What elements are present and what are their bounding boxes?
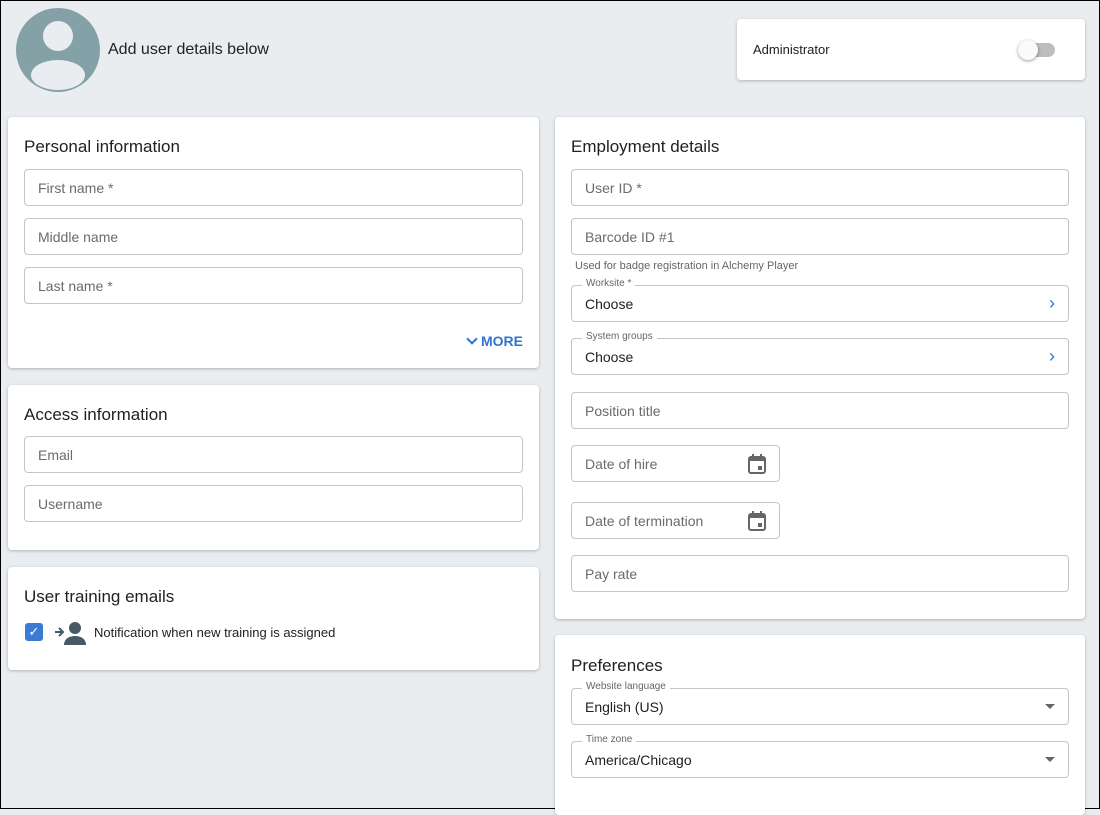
employment-card: Employment details User ID * Barcode ID … bbox=[555, 117, 1085, 619]
chevron-down-icon bbox=[466, 333, 478, 345]
first-name-placeholder: First name * bbox=[38, 179, 114, 196]
timezone-value: America/Chicago bbox=[585, 751, 692, 768]
more-label: MORE bbox=[481, 333, 523, 349]
barcode-field[interactable]: Barcode ID #1 bbox=[571, 218, 1069, 255]
middle-name-field[interactable]: Middle name bbox=[24, 218, 523, 255]
calendar-icon[interactable] bbox=[748, 510, 766, 531]
avatar-body bbox=[31, 60, 85, 90]
language-select[interactable]: Website language English (US) bbox=[571, 681, 1069, 725]
position-field[interactable]: Position title bbox=[571, 392, 1069, 429]
groups-value: Choose bbox=[585, 348, 634, 365]
more-button[interactable]: MORE bbox=[466, 333, 523, 349]
hire-placeholder: Date of hire bbox=[585, 455, 658, 472]
chevron-right-icon: › bbox=[1049, 346, 1055, 366]
middle-name-placeholder: Middle name bbox=[38, 228, 119, 245]
notify-label: Notification when new training is assign… bbox=[94, 625, 336, 640]
timezone-select[interactable]: Time zone America/Chicago bbox=[571, 734, 1069, 778]
dropdown-arrow-icon bbox=[1045, 757, 1055, 762]
username-placeholder: Username bbox=[38, 495, 103, 512]
user-id-placeholder: User ID * bbox=[585, 179, 642, 196]
avatar bbox=[16, 8, 100, 92]
last-name-placeholder: Last name * bbox=[38, 277, 113, 294]
system-groups-select[interactable]: System groups Choose › bbox=[571, 331, 1069, 375]
pay-placeholder: Pay rate bbox=[585, 565, 638, 582]
groups-label: System groups bbox=[582, 331, 657, 342]
worksite-value: Choose bbox=[585, 295, 634, 312]
admin-card: Administrator bbox=[737, 19, 1085, 80]
timezone-label: Time zone bbox=[582, 734, 637, 745]
training-card: User training emails ✓ Notification when… bbox=[8, 567, 539, 670]
admin-toggle[interactable] bbox=[1018, 40, 1055, 60]
calendar-icon[interactable] bbox=[748, 453, 766, 474]
barcode-placeholder: Barcode ID #1 bbox=[585, 228, 675, 245]
termination-placeholder: Date of termination bbox=[585, 512, 704, 529]
admin-label: Administrator bbox=[753, 42, 830, 57]
notify-checkbox[interactable]: ✓ bbox=[25, 623, 43, 641]
username-field[interactable]: Username bbox=[24, 485, 523, 522]
training-title: User training emails bbox=[24, 587, 175, 606]
preferences-card: Preferences Website language English (US… bbox=[555, 635, 1085, 815]
access-card: Access information Email Username bbox=[8, 385, 539, 550]
language-label: Website language bbox=[582, 681, 670, 692]
worksite-label: Worksite * bbox=[582, 278, 636, 289]
worksite-select[interactable]: Worksite * Choose › bbox=[571, 278, 1069, 322]
dropdown-arrow-icon bbox=[1045, 704, 1055, 709]
chevron-right-icon: › bbox=[1049, 293, 1055, 313]
language-value: English (US) bbox=[585, 698, 664, 715]
preferences-title: Preferences bbox=[571, 656, 663, 675]
personal-card: Personal information First name * Middle… bbox=[8, 117, 539, 368]
access-title: Access information bbox=[24, 405, 168, 424]
user-id-field[interactable]: User ID * bbox=[571, 169, 1069, 206]
avatar-head bbox=[43, 21, 73, 51]
pay-rate-field[interactable]: Pay rate bbox=[571, 555, 1069, 592]
position-placeholder: Position title bbox=[585, 402, 661, 419]
last-name-field[interactable]: Last name * bbox=[24, 267, 523, 304]
assign-person-icon bbox=[54, 621, 88, 645]
email-field[interactable]: Email bbox=[24, 436, 523, 473]
termination-date-field[interactable]: Date of termination bbox=[571, 502, 780, 539]
employment-title: Employment details bbox=[571, 137, 720, 156]
hire-date-field[interactable]: Date of hire bbox=[571, 445, 780, 482]
email-placeholder: Email bbox=[38, 446, 74, 463]
personal-title: Personal information bbox=[24, 137, 180, 156]
barcode-helper: Used for badge registration in Alchemy P… bbox=[575, 260, 799, 272]
first-name-field[interactable]: First name * bbox=[24, 169, 523, 206]
page-title: Add user details below bbox=[108, 41, 269, 58]
